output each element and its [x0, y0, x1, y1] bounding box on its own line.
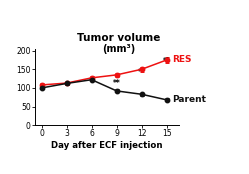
Text: (mm³): (mm³)	[102, 44, 135, 54]
Text: Tumor volume: Tumor volume	[77, 33, 160, 43]
Text: **: **	[163, 57, 171, 66]
Text: **: **	[138, 68, 146, 77]
Text: RES: RES	[172, 56, 191, 64]
X-axis label: Day after ECF injection: Day after ECF injection	[51, 141, 163, 150]
Text: **: **	[113, 79, 121, 88]
Text: Parent: Parent	[172, 95, 206, 104]
